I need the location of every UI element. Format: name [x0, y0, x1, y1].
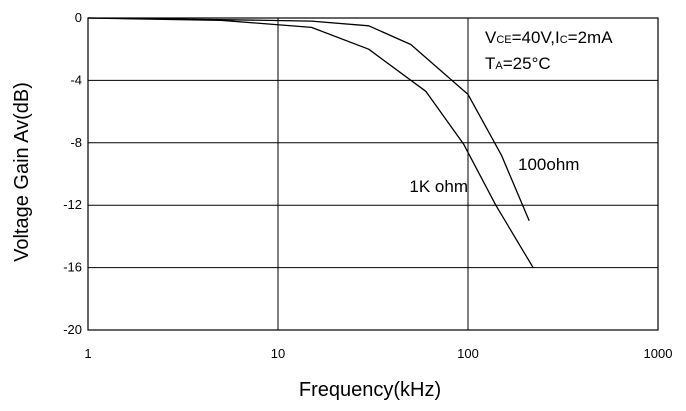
x-tick-label: 100 — [457, 346, 479, 361]
y-tick-labels: 0 -4 -8 -12 -16 -20 — [63, 10, 82, 337]
y-tick-label: 0 — [75, 10, 82, 25]
y-tick-label: -8 — [70, 135, 82, 150]
series-labels: 100ohm 1K ohm — [409, 155, 579, 196]
x-tick-labels: 1 10 100 1000 — [84, 346, 672, 361]
series-line-100ohm — [87, 17, 530, 222]
grid — [88, 18, 658, 330]
y-tick-label: -16 — [63, 260, 82, 275]
y-tick-label: -12 — [63, 197, 82, 212]
x-tick-label: 1 — [84, 346, 91, 361]
y-tick-label: -20 — [63, 322, 82, 337]
conditions-line-1: VCE=40V,IC=2mA — [485, 28, 613, 47]
y-axis-title: Voltage Gain Av(dB) — [11, 82, 33, 262]
series-lines — [87, 17, 534, 268]
x-tick-label: 10 — [271, 346, 285, 361]
conditions-line-2: TA=25°C — [485, 54, 551, 73]
y-tick-label: -4 — [70, 72, 82, 87]
x-axis-title: Frequency(kHz) — [299, 379, 441, 401]
x-tick-label: 1000 — [644, 346, 673, 361]
series-line-1k-ohm — [87, 17, 534, 268]
series-label: 100ohm — [518, 155, 579, 174]
series-label: 1K ohm — [409, 177, 468, 196]
plot-frame — [87, 17, 659, 331]
